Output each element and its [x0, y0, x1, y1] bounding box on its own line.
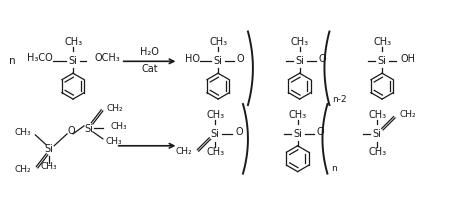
Text: Si: Si	[295, 56, 304, 66]
Text: Si: Si	[378, 56, 386, 66]
Text: CH₃: CH₃	[111, 122, 128, 131]
Text: n-2: n-2	[332, 95, 346, 103]
Text: Cat: Cat	[141, 64, 158, 74]
Text: CH₃: CH₃	[373, 37, 391, 47]
Text: CH₃: CH₃	[368, 147, 386, 157]
Text: Si: Si	[214, 56, 223, 66]
Text: H₂O: H₂O	[140, 47, 159, 57]
Text: CH₃: CH₃	[206, 147, 224, 157]
Text: O: O	[67, 126, 75, 136]
Text: n: n	[331, 164, 337, 173]
Text: O: O	[319, 54, 326, 64]
Text: n: n	[9, 56, 16, 66]
Text: CH₂: CH₂	[107, 103, 123, 112]
Text: HO: HO	[185, 54, 200, 64]
Text: OCH₃: OCH₃	[95, 53, 121, 63]
Text: Si: Si	[211, 129, 219, 139]
Text: Si: Si	[293, 129, 302, 139]
Text: CH₃: CH₃	[209, 37, 227, 47]
Text: Si: Si	[84, 124, 93, 134]
Text: CH₂: CH₂	[176, 147, 192, 156]
Text: OH: OH	[401, 54, 416, 64]
Text: CH₃: CH₃	[41, 162, 57, 171]
Text: CH₃: CH₃	[368, 110, 386, 120]
Text: CH₃: CH₃	[291, 37, 309, 47]
Text: CH₃: CH₃	[65, 37, 83, 47]
Text: CH₃: CH₃	[289, 110, 307, 120]
Text: Si: Si	[373, 129, 382, 139]
Text: Si: Si	[45, 144, 54, 154]
Text: O: O	[317, 127, 324, 137]
Text: CH₃: CH₃	[206, 110, 224, 120]
Text: Si: Si	[69, 56, 77, 66]
Text: CH₃: CH₃	[106, 137, 122, 146]
Text: CH₂: CH₂	[15, 165, 31, 174]
Text: H₃CO: H₃CO	[27, 53, 53, 63]
Text: CH₃: CH₃	[15, 128, 31, 137]
Text: CH₂: CH₂	[400, 110, 417, 119]
Text: O: O	[237, 54, 245, 64]
Text: O: O	[235, 127, 243, 137]
